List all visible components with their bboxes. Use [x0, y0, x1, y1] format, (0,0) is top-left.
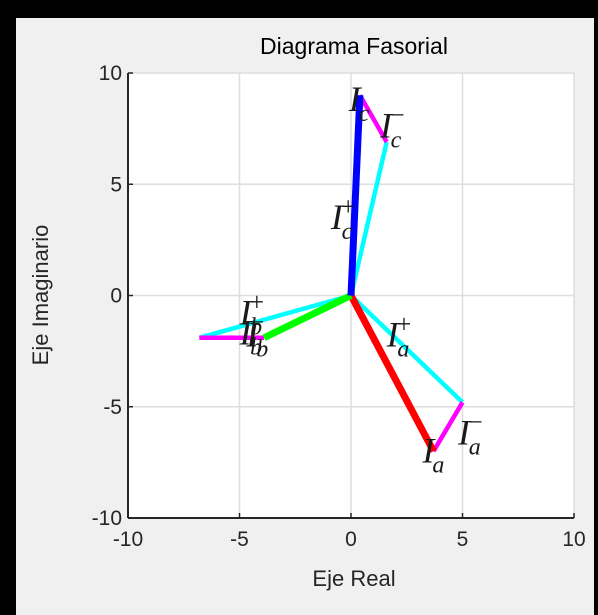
x-tick-label: 10 — [562, 528, 585, 551]
label-ia-zero: Ia — [421, 430, 444, 478]
label-ic-neg: I− c — [379, 101, 405, 154]
phasor-labels: I+ a I− a Ia I+ bI− bIb I+ c I− c Ic — [239, 79, 483, 479]
phasor-ic-neg — [348, 141, 389, 297]
x-axis-label: Eje Real — [312, 566, 395, 591]
phasor-ic-pos — [347, 95, 364, 296]
phasor-ia-zero — [431, 401, 465, 453]
y-tick-label: 5 — [110, 173, 122, 196]
x-tick-labels: -10 -5 0 5 10 — [113, 528, 586, 551]
y-axis-label: Eje Imaginario — [28, 225, 53, 366]
label-ic-pos: I+ c — [330, 192, 356, 245]
phasor-ib-neg — [198, 293, 352, 340]
x-tick-label: -10 — [113, 528, 143, 551]
phasor-ib-pos — [262, 292, 353, 341]
x-tick-label: 5 — [457, 528, 469, 551]
phasor-ia-neg — [349, 293, 465, 404]
y-tick-label: -5 — [103, 396, 122, 419]
label-ic-zero: Ic — [348, 79, 370, 127]
label-ia-neg: I− a — [457, 408, 483, 461]
y-tick-labels: -10 -5 0 5 10 — [92, 62, 122, 530]
phasor-ic-zero — [357, 94, 389, 144]
figure-panel: -10 -5 0 5 10 -10 -5 0 5 10 I+ a I− a Ia I+ b I− b Ib I+ c I… — [16, 18, 594, 615]
y-tick-label: 10 — [99, 62, 122, 85]
phasor-vectors — [198, 94, 465, 453]
axes — [127, 72, 575, 519]
phasor-ia-pos — [347, 293, 437, 453]
label-ib-zero: Ib — [245, 315, 268, 363]
y-tick-label: -10 — [92, 507, 122, 530]
x-tick-label: -5 — [230, 528, 249, 551]
chart-title: Diagrama Fasorial — [260, 33, 448, 59]
label-ia-pos: I+ a — [386, 310, 412, 363]
y-tick-label: 0 — [110, 285, 122, 308]
label-ib-neg: I− b — [239, 307, 265, 360]
label-ib-pos: I+ b — [239, 287, 265, 340]
x-tick-label: 0 — [345, 528, 357, 551]
